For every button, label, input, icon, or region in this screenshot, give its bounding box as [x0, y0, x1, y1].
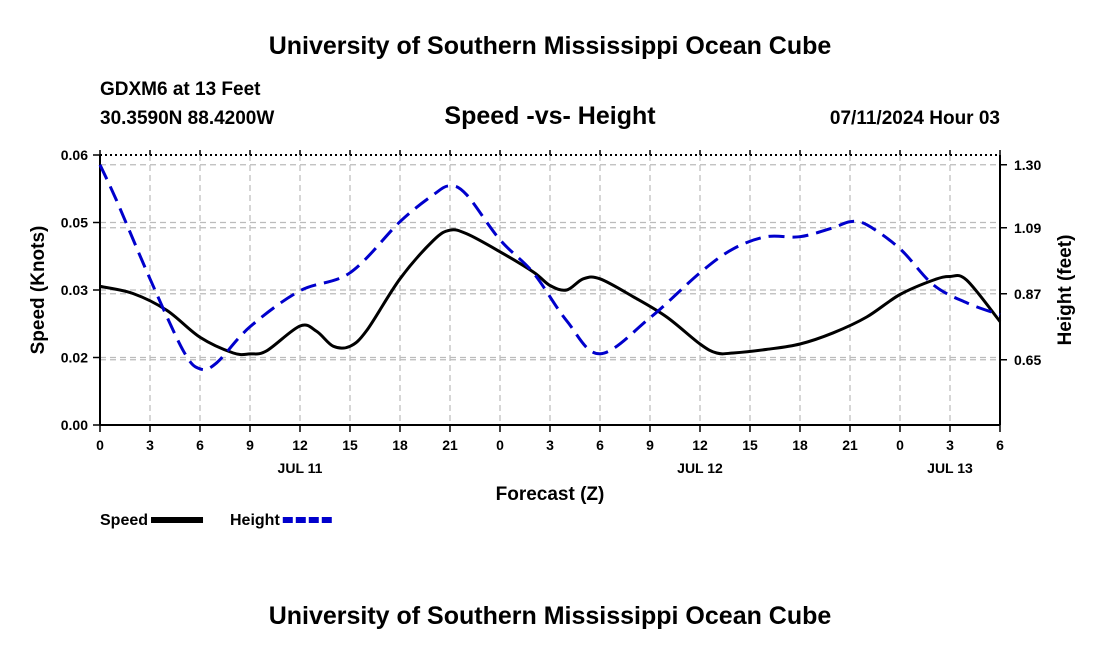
y2-axis-label: Height (feet)	[1055, 235, 1076, 346]
series-line-speed	[99, 228, 1002, 357]
x-tick-label: 9	[646, 437, 654, 453]
series-line-height	[98, 164, 1001, 372]
x-tick-label: 9	[246, 437, 254, 453]
forecast-datetime: 07/11/2024 Hour 03	[830, 108, 1000, 129]
date-label: JUL 11	[278, 460, 323, 476]
x-tick-label: 3	[146, 437, 154, 453]
x-tick-label: 6	[996, 437, 1004, 453]
page-title-bottom: University of Southern Mississippi Ocean…	[269, 602, 832, 630]
x-tick-label: 15	[342, 437, 358, 453]
chart-subtitle: Speed -vs- Height	[444, 102, 656, 130]
x-tick-label: 3	[546, 437, 554, 453]
chart-series	[98, 164, 1002, 372]
x-tick-label: 18	[792, 437, 808, 453]
station-label: GDXM6 at 13 Feet	[100, 79, 261, 100]
y2-tick-label: 0.87	[1014, 286, 1041, 302]
x-tick-label: 0	[896, 437, 904, 453]
y-tick-label: 0.05	[61, 215, 88, 231]
x-axis-label: Forecast (Z)	[496, 484, 605, 505]
x-tick-label: 18	[392, 437, 408, 453]
y-tick-label: 0.03	[61, 282, 88, 298]
location-label: 30.3590N 88.4200W	[100, 108, 274, 129]
y-tick-label: 0.06	[61, 147, 88, 163]
x-tick-label: 15	[742, 437, 758, 453]
page-title-top: University of Southern Mississippi Ocean…	[269, 32, 832, 60]
chart-legend: Speed Height	[100, 512, 335, 529]
x-tick-label: 0	[96, 437, 104, 453]
x-tick-label: 6	[196, 437, 204, 453]
tick-labels: 0 3 6 9 12 15 18 21 0 3 6 9 12 15 18 21 0 3 6 JUL 11 JUL 12 J…	[61, 147, 1042, 476]
x-tick-label: 0	[496, 437, 504, 453]
date-label: JUL 12	[677, 460, 723, 476]
y2-tick-label: 1.30	[1014, 157, 1041, 173]
chart-axes	[93, 150, 1007, 432]
legend-label-height: Height	[230, 512, 280, 529]
x-tick-label: 21	[842, 437, 858, 453]
x-tick-label: 3	[946, 437, 954, 453]
y-axis-label: Speed (Knots)	[28, 226, 49, 355]
y-tick-label: 0.00	[61, 417, 88, 433]
grid-lines	[100, 155, 1000, 425]
legend-label-speed: Speed	[100, 512, 148, 529]
x-tick-label: 12	[292, 437, 308, 453]
y2-tick-label: 0.65	[1014, 352, 1041, 368]
date-label: JUL 13	[927, 460, 973, 476]
x-tick-label: 12	[692, 437, 708, 453]
x-tick-label: 6	[596, 437, 604, 453]
x-tick-label: 21	[442, 437, 458, 453]
y-tick-label: 0.02	[61, 350, 88, 366]
y2-tick-label: 1.09	[1014, 220, 1041, 236]
